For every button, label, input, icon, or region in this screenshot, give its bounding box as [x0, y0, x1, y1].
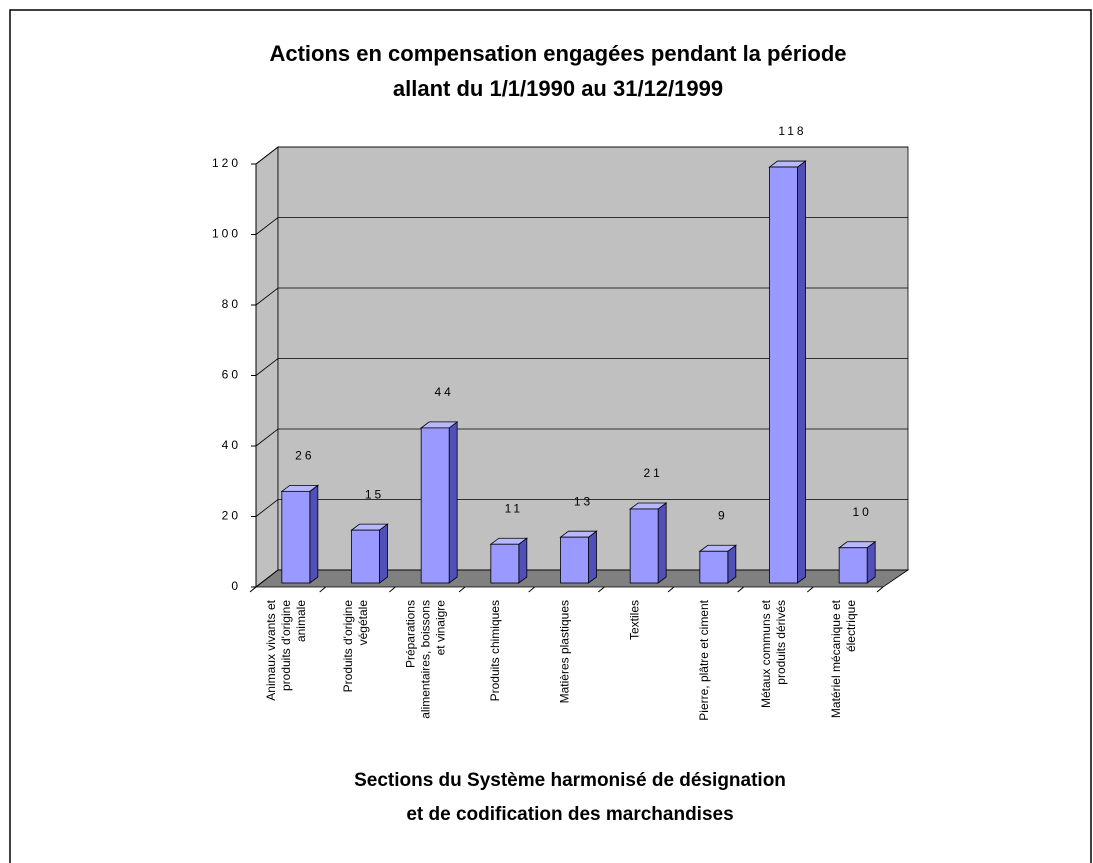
bar-side [866, 540, 876, 584]
bar [837, 540, 877, 584]
grid-line [255, 499, 908, 517]
bar-front [490, 543, 520, 584]
bar-front [560, 536, 589, 584]
data-label: 21 [643, 466, 662, 480]
data-label: 26 [295, 449, 314, 463]
grid-line [255, 146, 908, 165]
bar [350, 523, 389, 584]
x-axis-title: et de codification des marchandises [406, 804, 733, 825]
x-tick-label: animale [294, 600, 308, 642]
bar [768, 160, 807, 584]
bar-side [448, 421, 458, 584]
y-tick-label: 80 [222, 297, 241, 311]
x-tick-label: électrique [844, 600, 858, 652]
x-tick [389, 586, 396, 593]
x-axis-title: Sections du Système harmonisé de désigna… [354, 770, 786, 791]
bar-front [629, 508, 659, 584]
bar-side [379, 523, 388, 584]
x-tick [667, 586, 675, 593]
bar-side [657, 502, 667, 584]
x-tick-label: Animaux vivants et [264, 599, 278, 700]
bar-front [699, 550, 729, 584]
grid-line [255, 287, 908, 306]
y-tick-label: 40 [222, 438, 241, 452]
x-tick [319, 586, 326, 593]
y-tick-label: 20 [222, 509, 241, 523]
bar-side [518, 537, 528, 584]
data-label: 11 [505, 501, 523, 515]
bar-side [588, 530, 597, 584]
bar [489, 537, 529, 584]
x-tick [807, 586, 814, 593]
bar-front [420, 427, 450, 584]
data-label: 9 [718, 508, 728, 522]
data-label: 44 [434, 385, 453, 399]
grid-line [255, 358, 908, 376]
bar-side [797, 160, 806, 584]
x-tick-label: produits d'origine [279, 600, 293, 691]
x-tick-label: Produits d'origine [341, 600, 355, 693]
x-tick-label: alimentaires, boissons [418, 600, 432, 719]
bar [419, 421, 459, 584]
bar [280, 484, 320, 584]
bar-side [309, 484, 319, 584]
bar-front [351, 529, 380, 584]
chart-title: allant du 1/1/1990 au 31/12/1999 [393, 76, 723, 101]
y-tick-label: 60 [222, 368, 241, 382]
bar-front [838, 547, 868, 584]
data-label: 15 [365, 487, 384, 501]
grid-line [255, 217, 908, 235]
bar [628, 502, 668, 584]
x-tick [876, 586, 884, 593]
x-tick [737, 586, 744, 593]
bar-front [281, 490, 311, 584]
x-tick-label: Métaux communs et [759, 599, 773, 708]
x-tick-label: Préparations [403, 600, 417, 668]
bar-side [727, 544, 737, 584]
x-tick-label: Matériel mécanique et [829, 599, 843, 718]
chart-title: Actions en compensation engagées pendant… [269, 41, 846, 66]
x-tick-label: Matières plastiques [558, 600, 572, 703]
data-label: 118 [778, 124, 806, 138]
bar [559, 530, 598, 584]
x-tick-label: produits dérivés [774, 600, 788, 685]
x-tick-label: Produits chimiques [488, 600, 502, 701]
frame [9, 9, 1092, 863]
y-tick-label: 120 [212, 156, 241, 170]
x-tick-label: Pierre, plâtre et ciment [697, 599, 711, 720]
grid-line [255, 428, 908, 447]
data-label: 13 [574, 494, 593, 508]
x-tick [249, 586, 257, 593]
y-tick-label: 0 [231, 579, 241, 593]
y-tick-label: 100 [212, 227, 241, 241]
x-tick [458, 586, 466, 593]
x-tick [598, 586, 605, 593]
x-tick-label: Textiles [627, 600, 641, 640]
x-tick-label: végétale [356, 600, 370, 646]
bar [698, 544, 738, 584]
grid-line [255, 569, 908, 588]
bar-front [769, 166, 798, 584]
x-tick [528, 586, 535, 593]
x-tick-label: et vinaigre [433, 600, 447, 656]
data-label: 10 [852, 505, 871, 519]
